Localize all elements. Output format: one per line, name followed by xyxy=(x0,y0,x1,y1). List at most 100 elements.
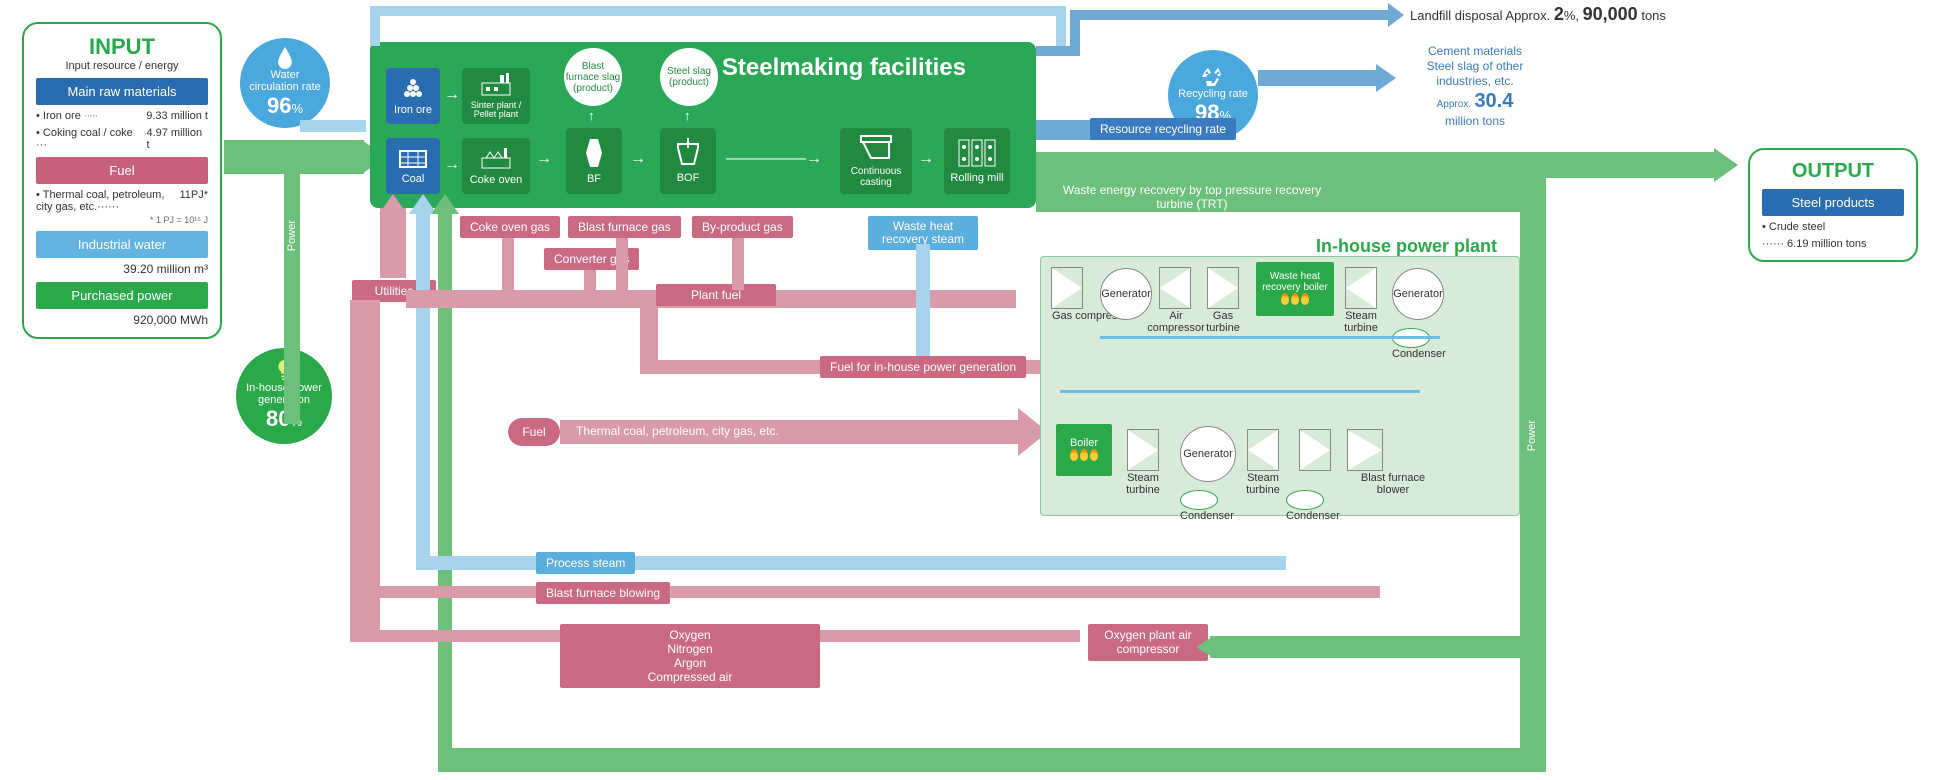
flow-gas-v1 xyxy=(502,238,514,290)
coal-node: Coal xyxy=(386,138,440,194)
input-coke-row: • Coking coal / coke ··· 4.97 million t xyxy=(36,127,208,151)
crude-steel-value: 6.19 million tons xyxy=(1787,238,1867,250)
flow-top-sky-v1 xyxy=(370,6,380,46)
generator-2: Generator xyxy=(1392,268,1444,320)
iron-ore-value: 9.33 million t xyxy=(146,110,208,122)
bf-blower-2: Blast furnace blower xyxy=(1348,430,1438,496)
bof-node: BOF xyxy=(660,128,716,194)
output-steel-header: Steel products xyxy=(1762,189,1904,216)
whrb-node: Waste heat recovery boiler xyxy=(1256,262,1334,316)
flow-power-right-v xyxy=(1520,178,1546,758)
flow-top-sky xyxy=(370,6,1066,16)
condenser-1: Condenser xyxy=(1392,328,1446,360)
coal-icon xyxy=(398,147,428,169)
fuel-circle-label: Fuel xyxy=(508,418,560,446)
arrow-icon: → xyxy=(918,150,934,168)
gas-turbine: Gas turbine xyxy=(1208,268,1248,334)
bf-slag-circle: Blast furnace slag (product) xyxy=(564,48,622,106)
flow-gas-v4 xyxy=(584,270,596,290)
coke-oven-icon xyxy=(480,146,512,170)
facility-title: Steelmaking facilities xyxy=(722,54,966,82)
pp-sky-line2 xyxy=(1100,336,1440,339)
oxygen-list-label: OxygenNitrogenArgonCompressed air xyxy=(560,624,820,688)
power-vertical-label-right: Power xyxy=(1526,420,1538,451)
input-main-raw-header: Main raw materials xyxy=(36,78,208,105)
input-fuel-header: Fuel xyxy=(36,157,208,184)
steam-turbine-1: Steam turbine xyxy=(1346,268,1386,334)
plant-icon xyxy=(480,73,512,97)
arrowhead-cement xyxy=(1376,64,1396,92)
pj-note: * 1 PJ = 10¹⁵ J xyxy=(36,215,208,225)
casting-icon xyxy=(857,134,895,162)
condenser-2: Condenser xyxy=(1180,490,1234,522)
by-product-gas-label: By-product gas xyxy=(692,216,793,238)
coke-value: 4.97 million t xyxy=(146,127,208,151)
flow-steam-vert xyxy=(416,208,430,568)
iron-ore-label: Iron ore xyxy=(43,110,81,122)
input-title: INPUT xyxy=(36,34,208,60)
arrow-up-icon: ↑ xyxy=(684,108,691,123)
cement-text: Cement materials Steel slag of other ind… xyxy=(1400,44,1550,129)
fuel-value: 11PJ* xyxy=(179,189,208,213)
process-steam-label: Process steam xyxy=(536,552,635,574)
generator-1: Generator xyxy=(1100,268,1152,320)
arrowhead-to-oxy xyxy=(1196,637,1212,657)
input-subtitle: Input resource / energy xyxy=(36,60,208,72)
bf-blowing-label: Blast furnace blowing xyxy=(536,582,670,604)
flow-power-left-v xyxy=(284,174,300,424)
steam-turbine-3: Steam turbine xyxy=(1248,430,1288,496)
bf-icon xyxy=(582,137,606,169)
iron-ore-icon xyxy=(399,76,427,100)
input-panel: INPUT Input resource / energy Main raw m… xyxy=(22,22,222,339)
arrowhead-utilities xyxy=(379,194,407,214)
arrow-icon: → xyxy=(536,150,552,168)
crude-steel-label: Crude steel xyxy=(1769,221,1825,233)
arrow-icon: → xyxy=(444,156,460,174)
flow-gas-v3 xyxy=(732,238,744,290)
fuel-text: Thermal coal, petroleum, city gas, etc. xyxy=(576,424,779,438)
boiler-node: Boiler xyxy=(1056,424,1112,476)
fuel-label: Thermal coal, petroleum, city gas, etc. xyxy=(36,189,164,213)
oxygen-compressor-label: Oxygen plant air compressor xyxy=(1088,624,1208,661)
bof-icon xyxy=(674,138,702,168)
recycle-icon xyxy=(1200,64,1226,88)
input-water-value: 39.20 million m³ xyxy=(36,262,208,276)
flow-utilities-vert xyxy=(380,208,406,278)
condenser-3: Condenser xyxy=(1286,490,1340,522)
water-drop-icon xyxy=(275,47,295,69)
power-plant-title: In-house power plant xyxy=(1316,236,1497,257)
output-panel: OUTPUT Steel products • Crude steel ····… xyxy=(1748,148,1918,262)
steel-slag-circle: Steel slag (product) xyxy=(660,48,718,106)
arrow-up-icon: ↑ xyxy=(588,108,595,123)
steam-turbine-2: Steam turbine xyxy=(1128,430,1168,496)
output-title: OUTPUT xyxy=(1762,160,1904,183)
landfill-text: Landfill disposal Approx. 2%, 90,000 ton… xyxy=(1410,4,1666,25)
continuous-casting-node: Continuous casting xyxy=(840,128,912,194)
plant-fuel-label: Plant fuel xyxy=(656,284,776,306)
input-iron-ore-row: • Iron ore 9.33 million t xyxy=(36,110,208,122)
flow-utilities-loop-v xyxy=(350,300,380,640)
flow-output-main xyxy=(1036,152,1716,178)
coke-label: Coking coal / coke xyxy=(43,127,133,139)
flow-power-branch xyxy=(1400,636,1546,658)
bf-blower xyxy=(1300,430,1330,470)
flow-power-bottom xyxy=(438,748,1546,772)
arrowhead-landfill xyxy=(1388,3,1404,27)
input-fuel-row: • Thermal coal, petroleum, city gas, etc… xyxy=(36,189,208,213)
power-vertical-label-left: Power xyxy=(286,220,298,251)
input-main-flow xyxy=(224,140,364,174)
rolling-mill-icon xyxy=(957,138,997,168)
bf-node: BF xyxy=(566,128,622,194)
flow-gas-v2 xyxy=(616,238,628,290)
flow-waste-steam xyxy=(916,244,930,364)
bf-gas-label: Blast furnace gas xyxy=(568,216,681,238)
input-power-value: 920,000 MWh xyxy=(36,313,208,327)
water-circulation-badge: Watercirculation rate 96% xyxy=(240,38,330,128)
input-power-header: Purchased power xyxy=(36,282,208,309)
fuel-inhouse-label: Fuel for in-house power generation xyxy=(820,356,1026,378)
arrowhead-output xyxy=(1714,148,1738,182)
arrowhead-power xyxy=(431,194,459,214)
recycling-rate-label: Resource recycling rate xyxy=(1090,118,1236,140)
flow-landfill xyxy=(1070,10,1390,20)
coke-oven-node: Coke oven xyxy=(462,138,530,194)
